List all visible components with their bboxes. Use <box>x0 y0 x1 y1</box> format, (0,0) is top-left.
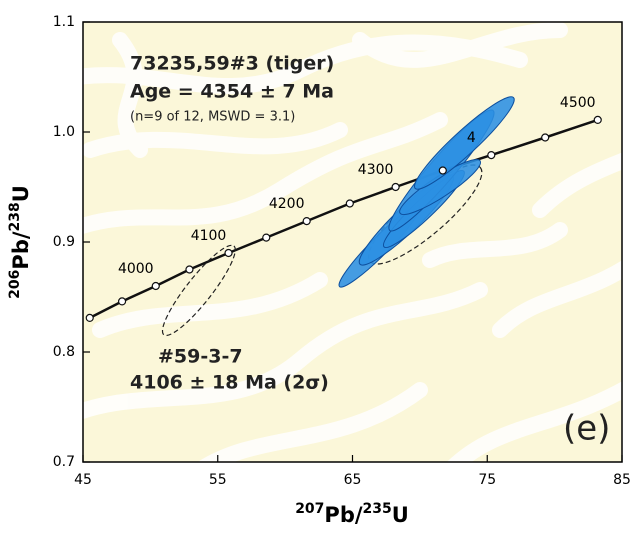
sup: 206 <box>7 270 23 299</box>
y-tick-label: 1.0 <box>53 124 75 140</box>
age-marker <box>117 297 127 306</box>
element: Pb/ <box>324 503 362 527</box>
age-marker <box>302 217 311 226</box>
age-marker <box>185 265 194 274</box>
x-tick-label: 55 <box>209 472 227 488</box>
age-label: 4300 <box>358 162 394 178</box>
element: U <box>9 185 33 202</box>
y-tick-label: 0.8 <box>53 344 75 360</box>
age-marker <box>224 248 233 258</box>
element: U <box>392 503 409 527</box>
y-tick-label: 0.9 <box>53 234 75 250</box>
age-label: 4000 <box>118 261 154 277</box>
subtitle: (n=9 of 12, MSWD = 3.1) <box>130 110 295 125</box>
zebra-pattern <box>83 22 622 462</box>
dashed-ellipse <box>161 244 236 337</box>
x-tick-label: 75 <box>478 472 496 488</box>
x-tick-label: 85 <box>613 472 631 488</box>
age-label: 4 <box>467 130 476 146</box>
age-marker <box>487 151 496 160</box>
sup: 207 <box>295 501 324 517</box>
panel-label: (e) <box>563 409 610 449</box>
age-marker <box>151 281 160 291</box>
age-marker <box>541 133 550 142</box>
x-axis-title: 207Pb/235U <box>295 501 409 527</box>
age-marker <box>593 115 602 125</box>
element: Pb/ <box>9 231 33 269</box>
age-marker <box>262 233 271 242</box>
sup: 238 <box>7 202 23 231</box>
age-label: 4500 <box>560 95 596 111</box>
x-tick-label: 65 <box>344 472 362 488</box>
data-ellipse <box>413 96 515 190</box>
sup: 235 <box>363 501 392 517</box>
age-label: 4200 <box>269 196 305 212</box>
annotation: 4106 ± 18 Ma (2σ) <box>130 372 329 394</box>
y-axis-title: 206Pb/238U <box>7 185 33 299</box>
age-marker <box>438 166 447 175</box>
y-tick-label: 0.7 <box>53 454 75 470</box>
age-marker <box>391 182 400 192</box>
y-tick-label: 1.1 <box>53 14 75 30</box>
x-tick-label: 45 <box>74 472 92 488</box>
title-line: Age = 4354 ± 7 Ma <box>130 81 334 103</box>
annotation: #59-3-7 <box>158 346 243 368</box>
age-marker <box>345 199 354 208</box>
title-line: 73235,59#3 (tiger) <box>130 53 334 75</box>
age-label: 4100 <box>191 228 227 244</box>
age-marker <box>85 313 94 322</box>
